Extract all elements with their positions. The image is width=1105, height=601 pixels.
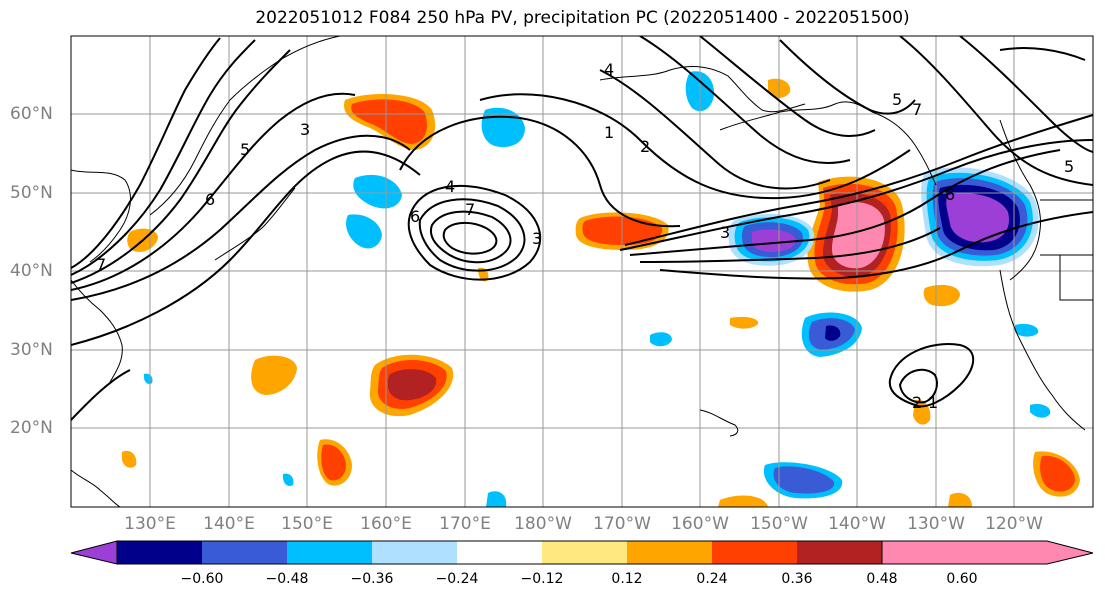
colorbar-segment — [627, 541, 712, 564]
longitude-label: 130°E — [124, 514, 176, 534]
pv-label: 3 — [300, 120, 310, 139]
pv-label: 7 — [465, 200, 475, 219]
longitude-label: 170°E — [439, 514, 491, 534]
map-frame — [70, 35, 1094, 508]
pv-label: 7 — [96, 255, 106, 274]
pv-label: 6 — [205, 190, 215, 209]
colorbar-segment — [797, 541, 882, 564]
pv-label: 2 — [912, 393, 922, 412]
pv-label: 1 — [604, 123, 614, 142]
pv-label: 1 — [928, 393, 938, 412]
pv-contours — [71, 36, 1093, 421]
colorbar-tick-label: 0.60 — [946, 571, 978, 587]
pv-label: 5 — [1064, 157, 1074, 176]
colorbar-segment — [202, 541, 287, 564]
coastlines — [71, 36, 1093, 507]
colorbar-left-extension — [70, 540, 118, 565]
latitude-label: 40°N — [10, 261, 53, 281]
longitude-label: 170°W — [593, 514, 651, 534]
longitude-label: 140°E — [203, 514, 255, 534]
graticule — [71, 36, 1093, 507]
latitude-label: 60°N — [10, 104, 53, 124]
colorbar-tick-label: −0.12 — [520, 571, 564, 587]
map-plot-area: 1 1 2 2 3 3 3 4 4 5 5 5 6 6 6 7 7 7 — [71, 36, 1093, 507]
colorbar-segment — [712, 541, 797, 564]
colorbar-tick-label: 0.48 — [866, 571, 898, 587]
map-title: 2022051012 F084 250 hPa PV, precipitatio… — [255, 8, 910, 28]
pv-label: 5 — [892, 90, 902, 109]
colorbar-segment — [372, 541, 457, 564]
colorbar-segment — [117, 541, 202, 564]
pv-label: 7 — [912, 100, 922, 119]
colorbar-tick-label: 0.24 — [696, 571, 728, 587]
pv-label: 6 — [945, 185, 955, 204]
longitude-label: 130°W — [907, 514, 965, 534]
longitude-label: 140°W — [828, 514, 886, 534]
colorbar-tick-label: −0.60 — [180, 571, 224, 587]
latitude-label: 30°N — [10, 340, 53, 360]
longitude-label: 150°W — [750, 514, 808, 534]
latitude-label: 20°N — [10, 418, 53, 438]
pv-label: 5 — [240, 140, 250, 159]
pv-label: 3 — [532, 229, 542, 248]
pv-label: 4 — [445, 177, 455, 196]
pv-label: 2 — [640, 137, 650, 156]
colorbar-tick-label: 0.12 — [611, 571, 643, 587]
colorbar-segment — [542, 541, 627, 564]
longitude-label: 160°E — [360, 514, 412, 534]
colorbar-segment — [287, 541, 372, 564]
pv-contour-labels: 1 1 2 2 3 3 3 4 4 5 5 5 6 6 6 7 7 7 — [96, 60, 1074, 412]
longitude-label: 160°W — [671, 514, 729, 534]
colorbar-tick-label: −0.24 — [435, 571, 479, 587]
pv-label: 4 — [604, 60, 614, 79]
colorbar — [70, 540, 1094, 565]
pv-label: 3 — [720, 223, 730, 242]
pv-label: 6 — [410, 207, 420, 226]
latitude-label: 50°N — [10, 183, 53, 203]
longitude-label: 150°E — [281, 514, 333, 534]
colorbar-tick-label: −0.48 — [265, 571, 309, 587]
colorbar-tick-label: −0.36 — [350, 571, 394, 587]
longitude-label: 180°W — [514, 514, 572, 534]
colorbar-segment — [457, 541, 542, 564]
longitude-label: 120°W — [985, 514, 1043, 534]
colorbar-tick-label: 0.36 — [781, 571, 813, 587]
colorbar-right-extension — [881, 540, 1094, 565]
